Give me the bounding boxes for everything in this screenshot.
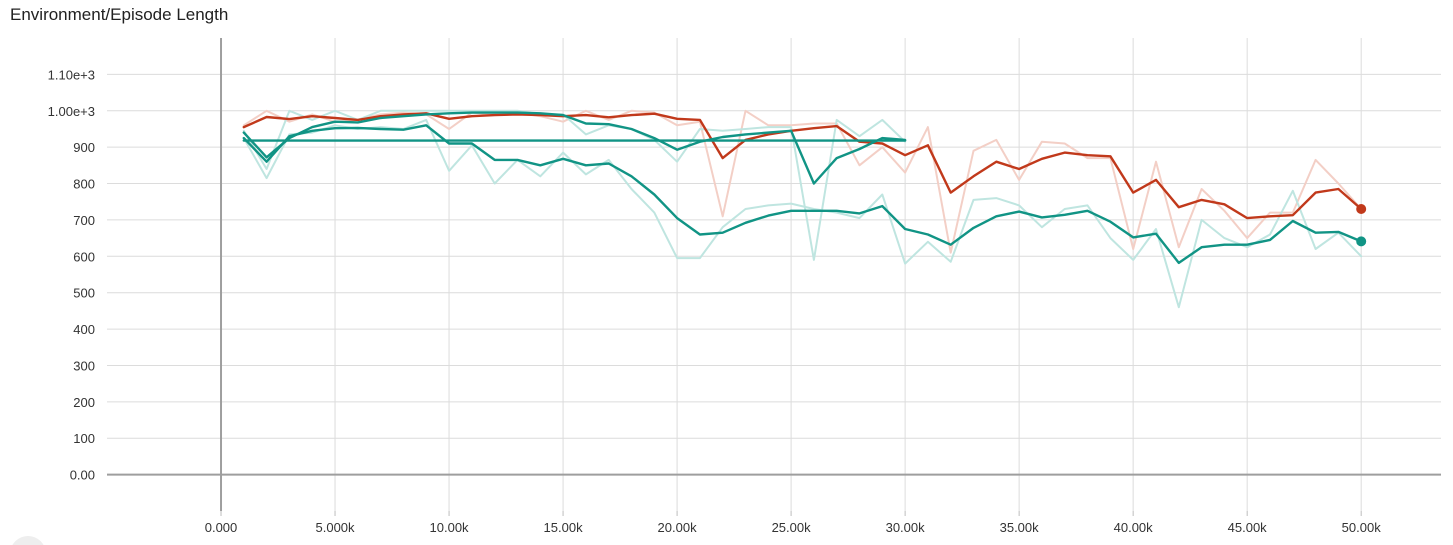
x-tick-label: 40.00k (1114, 520, 1154, 535)
y-tick-label: 1.10e+3 (48, 67, 95, 82)
x-tick-label: 45.00k (1228, 520, 1268, 535)
y-tick-label: 0.00 (70, 468, 95, 483)
smoothed-series-line (242, 124, 1363, 265)
x-tick-label: 25.00k (772, 520, 812, 535)
x-tick-label: 20.00k (658, 520, 698, 535)
y-tick-label: 400 (73, 322, 95, 337)
y-tick-label: 300 (73, 358, 95, 373)
chart-title: Environment/Episode Length (10, 5, 229, 24)
y-tick-label: 600 (73, 249, 95, 264)
x-tick-label: 0.000 (205, 520, 238, 535)
y-tick-label: 800 (73, 177, 95, 192)
y-tick-label: 500 (73, 286, 95, 301)
y-tick-label: 900 (73, 140, 95, 155)
y-tick-label: 200 (73, 395, 95, 410)
x-tick-label: 5.000k (316, 520, 356, 535)
raw-series-line (242, 109, 1363, 254)
series-end-marker (1356, 204, 1367, 215)
y-tick-label: 700 (73, 213, 95, 228)
raw-series-line (242, 109, 907, 261)
x-tick-label: 50.00k (1342, 520, 1382, 535)
x-tick-label: 15.00k (544, 520, 584, 535)
raw-series-line (242, 118, 1363, 309)
x-tick-label: 30.00k (886, 520, 926, 535)
series-end-marker (1356, 236, 1367, 247)
y-tick-label: 1.00e+3 (48, 104, 95, 119)
y-tick-label: 100 (73, 431, 95, 446)
x-tick-label: 10.00k (430, 520, 470, 535)
corner-button[interactable] (10, 536, 46, 545)
x-tick-label: 35.00k (1000, 520, 1040, 535)
